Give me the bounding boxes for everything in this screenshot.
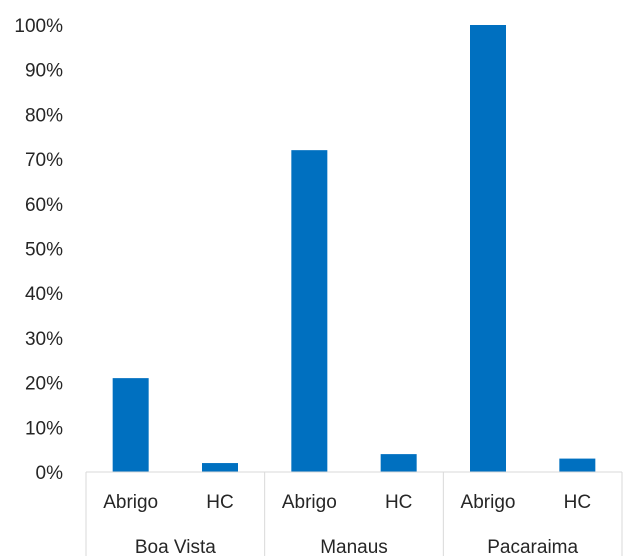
y-tick-label: 60%: [25, 195, 63, 216]
x-group-label: Manaus: [320, 537, 388, 556]
bar-manaus-hc: [380, 454, 417, 472]
y-tick-label: 10%: [25, 418, 63, 439]
bar-boa-vista-hc: [202, 463, 238, 472]
y-tick-label: 0%: [36, 463, 64, 484]
bar-manaus-abrigo: [291, 150, 328, 472]
bar-pacaraima-hc: [559, 458, 596, 472]
x-group-label: Boa Vista: [135, 537, 216, 556]
bars: [112, 25, 596, 472]
bar-boa-vista-abrigo: [112, 378, 149, 472]
y-tick-label: 40%: [25, 284, 63, 305]
y-tick-label: 50%: [25, 240, 63, 261]
x-category-label: Abrigo: [461, 492, 516, 513]
y-axis: 0% 10% 20% 30% 40% 50% 60% 70% 80% 90% 100%: [14, 16, 63, 484]
y-tick-label: 80%: [25, 105, 63, 126]
x-category-label: HC: [564, 492, 591, 513]
y-tick-label: 90%: [25, 61, 63, 82]
y-tick-label: 70%: [25, 150, 63, 171]
x-group-label: Pacaraima: [487, 537, 578, 556]
x-category-label: HC: [206, 492, 233, 513]
y-tick-label: 30%: [25, 329, 63, 350]
x-category-label: Abrigo: [282, 492, 337, 513]
x-category-label: Abrigo: [103, 492, 158, 513]
y-tick-label: 100%: [14, 16, 63, 37]
bar-pacaraima-abrigo: [470, 25, 506, 472]
x-axis: Abrigo HC Boa Vista Abrigo HC Manaus Abrigo HC P…: [85, 471, 623, 556]
x-category-label: HC: [385, 492, 412, 513]
y-tick-label: 20%: [25, 374, 63, 395]
